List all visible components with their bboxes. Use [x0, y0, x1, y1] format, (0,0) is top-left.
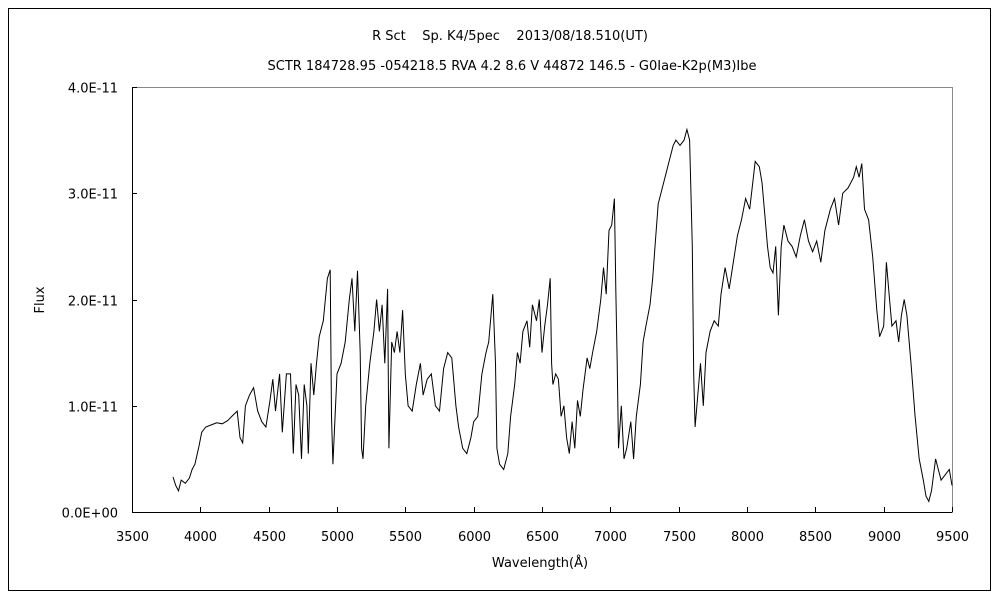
chart-frame	[8, 8, 991, 591]
x-tick-label: 6500	[526, 530, 559, 545]
chart-subtitle: SCTR 184728.95 -054218.5 RVA 4.2 8.6 V 4…	[267, 59, 756, 74]
x-tick-label: 9000	[868, 530, 901, 545]
x-tick-label: 7500	[663, 530, 696, 545]
x-tick-label: 9500	[936, 530, 969, 545]
y-tick-label: 0.0E+00	[62, 507, 118, 522]
x-tick-label: 8500	[799, 530, 832, 545]
y-tick-label: 3.0E-11	[68, 188, 118, 203]
x-tick-label: 3500	[116, 530, 149, 545]
x-axis-label: Wavelength(Å)	[492, 555, 588, 571]
x-tick-label: 5500	[389, 530, 422, 545]
x-tick-label: 6000	[458, 530, 491, 545]
x-tick-label: 5000	[321, 530, 354, 545]
y-tick-label: 4.0E-11	[68, 82, 118, 97]
chart-title: R Sct Sp. K4/5pec 2013/08/18.510(UT)	[372, 29, 648, 44]
x-tick-label: 8000	[731, 530, 764, 545]
x-tick-label: 4000	[184, 530, 217, 545]
y-tick-label: 1.0E-11	[68, 401, 118, 416]
x-tick-label: 7000	[594, 530, 627, 545]
spectrum-line	[172, 127, 953, 503]
y-axis-label: Flux	[33, 286, 48, 313]
y-tick-label: 2.0E-11	[68, 295, 118, 310]
x-tick-label: 4500	[253, 530, 286, 545]
